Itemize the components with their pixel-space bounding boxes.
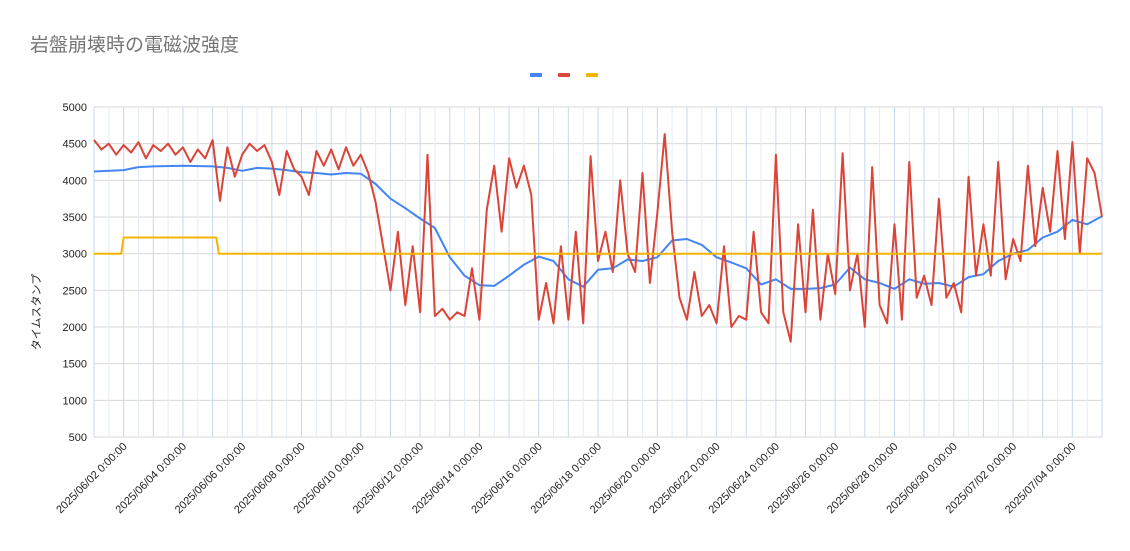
legend-swatch	[558, 73, 570, 77]
y-tick-label: 2500	[63, 285, 87, 297]
y-tick-label: 2000	[63, 322, 87, 334]
y-tick-label: 4000	[63, 175, 87, 187]
y-tick-label: 500	[69, 432, 87, 444]
y-tick-label: 1000	[63, 395, 87, 407]
gridlines	[93, 106, 1103, 438]
legend-swatch	[530, 73, 542, 77]
y-axis-label: タイムスタンプ	[30, 274, 43, 350]
y-axis-ticks: 5000 4500 4000 3500 3000 2500 2000 1500 1000 500	[63, 102, 87, 444]
series-line-3	[94, 236, 1102, 255]
series-line-1	[93, 164, 1103, 290]
chart-title: 岩盤崩壊時の電磁波強度	[30, 34, 240, 56]
y-tick-label: 3000	[63, 249, 87, 261]
series-lines	[93, 133, 1103, 343]
legend	[530, 73, 598, 77]
y-tick-label: 5000	[63, 102, 87, 114]
y-tick-label: 1500	[63, 359, 87, 371]
legend-swatch	[586, 73, 598, 77]
series-line-2	[93, 133, 1103, 343]
y-tick-label: 3500	[63, 212, 87, 224]
y-tick-label: 4500	[63, 139, 87, 151]
